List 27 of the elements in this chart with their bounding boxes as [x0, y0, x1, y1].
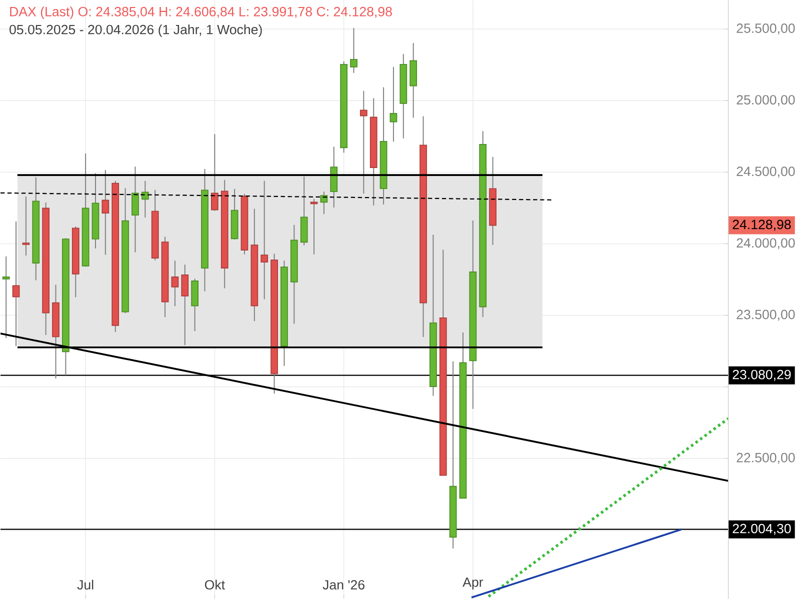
candlestick [102, 169, 110, 256]
y-tick-label: 23.500,00 [736, 310, 795, 321]
y-tick-label: 24.500,00 [736, 166, 795, 178]
x-tick-label: Apr [462, 578, 484, 590]
y-tick-label: 25.500,00 [736, 23, 795, 34]
candlestick [260, 180, 268, 300]
x-tick-label: Jan '26 [322, 580, 364, 590]
x-tick-label: Jul [77, 580, 94, 590]
candlestick [171, 260, 179, 307]
ref-line-label: 22.004,30 [732, 524, 791, 535]
candlestick [12, 221, 20, 347]
candlestick [360, 90, 368, 194]
y-tick-label: 25.000,00 [736, 95, 795, 106]
candlestick [132, 166, 139, 253]
candlestick [22, 196, 30, 256]
y-tick-label: 22.500,00 [736, 452, 795, 464]
text: 05.05.2025 - 20.04.2026 (1 Jahr, 1 Woche) [10, 24, 262, 37]
text: 24.128,98 [732, 220, 791, 231]
candlestick [2, 256, 10, 338]
x-tick-label: Okt [204, 580, 225, 590]
candlestick [350, 28, 358, 74]
ref-line-label: 23.080,29 [732, 370, 791, 381]
candlestick [390, 66, 398, 142]
candlestick [211, 134, 218, 212]
candlestick [181, 264, 189, 346]
y-tick-label: 24.000,00 [736, 238, 795, 250]
chart-title: DAX (Last) O: 24.385,04 H: 24.606,84 L: 23.991,78 C: 24.128,98 [10, 6, 392, 19]
